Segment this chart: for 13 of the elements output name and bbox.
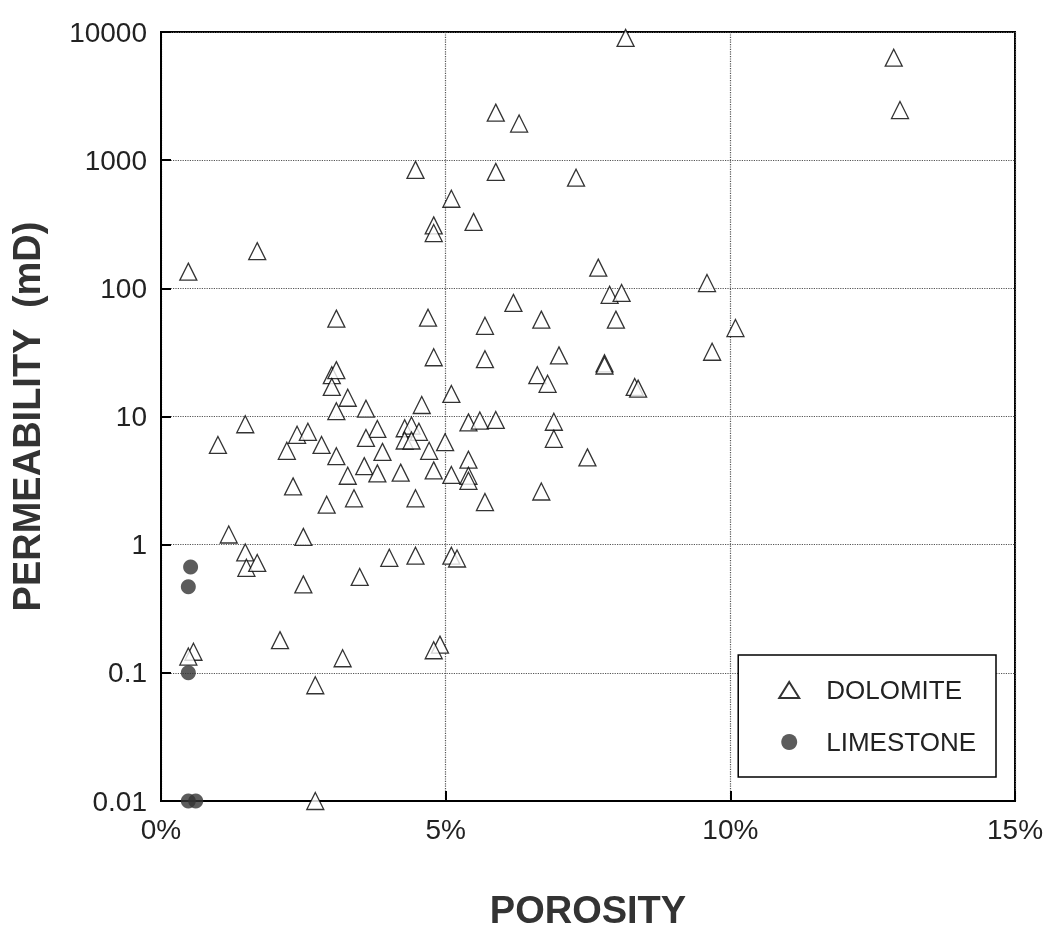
y-tick-label: 1 — [131, 529, 147, 561]
x-axis-title: POROSITY — [489, 889, 687, 931]
y-tick-label: 100 — [100, 272, 147, 304]
x-tick-label: 10% — [702, 813, 759, 845]
x-tick-label: 15% — [986, 813, 1044, 845]
legend-label: DOLOMITE — [826, 675, 963, 705]
legend-label: LIMESTONE — [826, 727, 976, 757]
y-tick-label: 1000 — [84, 144, 147, 176]
y-tick-label: 10 — [115, 401, 147, 432]
y-tick-label: 0.1 — [108, 657, 147, 689]
y-axis-title: PERMEABILITY (mD) — [6, 221, 48, 612]
y-tick-label: 10000 — [69, 16, 147, 48]
x-tick-label: 5% — [425, 813, 466, 845]
